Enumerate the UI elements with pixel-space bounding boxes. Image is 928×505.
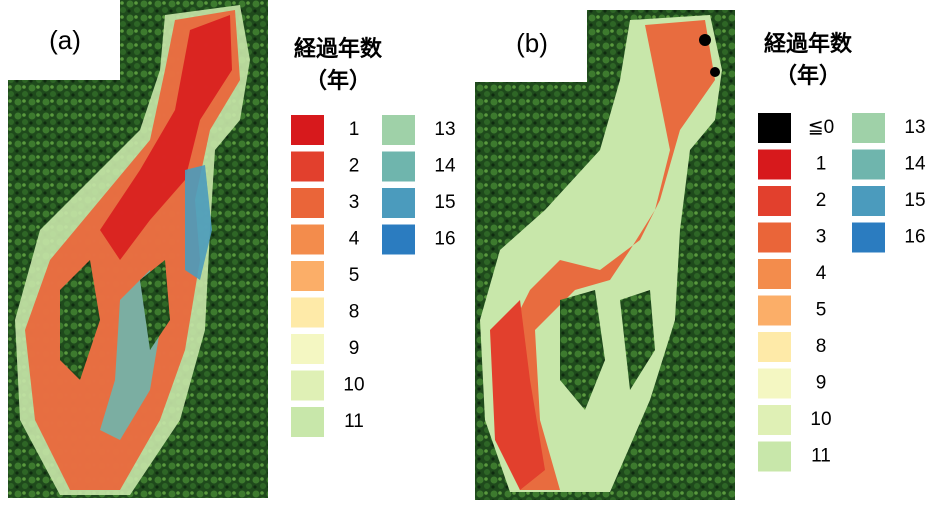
legend-label: 10 [343, 375, 364, 396]
panel-label: (b) [516, 28, 548, 58]
figure: (a)経過年数（年）1234589101113141516(b)経過年数（年）≦… [0, 0, 928, 505]
legend-label: 1 [349, 119, 360, 140]
legend-swatch [291, 298, 324, 328]
legend-title: （年） [775, 63, 841, 89]
legend-swatch [852, 186, 885, 216]
legend-label: 1 [816, 154, 827, 175]
legend-swatch [291, 225, 324, 255]
legend-swatch [758, 259, 791, 289]
legend-title: （年） [305, 68, 371, 94]
legend-label: 5 [816, 300, 827, 321]
legend-swatch [852, 113, 885, 143]
legend-swatch [382, 188, 415, 218]
legend-label: 5 [349, 265, 360, 286]
legend-swatch [291, 115, 324, 145]
legend-label: 15 [904, 190, 925, 211]
legend-label: 9 [349, 338, 360, 359]
legend-label: 4 [816, 263, 827, 284]
legend-swatch [291, 371, 324, 401]
legend-swatch [758, 150, 791, 180]
legend-label: 14 [904, 154, 926, 175]
legend-swatch [758, 296, 791, 326]
legend-swatch [291, 261, 324, 291]
legend-label: 8 [349, 302, 360, 323]
legend-swatch [852, 223, 885, 253]
legend-label: 14 [434, 156, 456, 177]
legend-swatch [758, 223, 791, 253]
legend-label: 11 [344, 411, 364, 432]
legend-swatch [291, 152, 324, 182]
legend-label: 8 [816, 336, 827, 357]
legend-label: 2 [816, 190, 827, 211]
map-b [475, 10, 735, 500]
legend-label: 11 [811, 446, 831, 467]
legend-swatch [291, 334, 324, 364]
legend-label: 9 [816, 373, 827, 394]
panel-label: (a) [49, 25, 81, 55]
map-a [8, 0, 268, 498]
legend-title: 経過年数 [294, 36, 383, 62]
legend-label: 3 [816, 227, 827, 248]
legend-label: 13 [904, 117, 925, 138]
legend-label: 2 [349, 156, 360, 177]
legend-label: 10 [810, 409, 831, 430]
legend-label: 13 [434, 119, 455, 140]
legend-swatch [291, 407, 324, 437]
legend-swatch [758, 113, 791, 143]
legend-label: 3 [349, 192, 360, 213]
legend-swatch [758, 332, 791, 362]
legend-swatch [758, 186, 791, 216]
legend-swatch [382, 152, 415, 182]
legend-swatch [852, 150, 885, 180]
legend-swatch [758, 369, 791, 399]
legend-swatch [382, 225, 415, 255]
legend-swatch [758, 442, 791, 472]
legend-swatch [291, 188, 324, 218]
legend-label: 16 [434, 229, 455, 250]
figure-canvas: (a)経過年数（年）1234589101113141516(b)経過年数（年）≦… [0, 0, 928, 505]
legend-label: ≦0 [808, 117, 835, 138]
legend-swatch [382, 115, 415, 145]
legend-label: 15 [434, 192, 455, 213]
legend-swatch [758, 405, 791, 435]
legend-label: 4 [349, 229, 360, 250]
legend-label: 16 [904, 227, 925, 248]
legend-title: 経過年数 [764, 31, 853, 57]
